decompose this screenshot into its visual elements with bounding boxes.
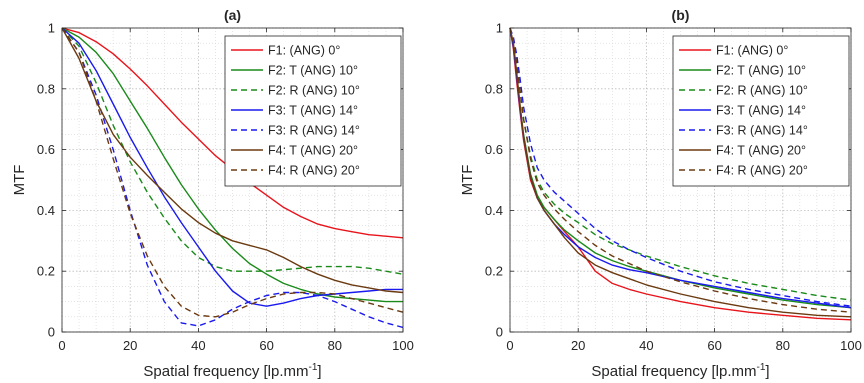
legend-entry: F4: T (ANG) 20°	[268, 144, 358, 158]
y-tick-label: 0.6	[485, 142, 503, 157]
y-tick-label: 0	[496, 325, 503, 340]
legend: F1: (ANG) 0° F2: T (ANG) 10° F2: R (ANG) 1…	[224, 35, 402, 187]
series-line-4	[61, 27, 403, 307]
legend-box	[224, 35, 402, 187]
legend-entry: F2: T (ANG) 10°	[268, 64, 358, 78]
y-tick-label: 0.4	[37, 203, 55, 218]
y-tick-label: 0.8	[37, 81, 55, 96]
y-tick-label: 0.2	[485, 264, 503, 279]
y-axis-title: MTF	[459, 165, 476, 196]
x-tick-label: 0	[58, 338, 65, 353]
x-tick-label: 80	[328, 338, 342, 353]
x-tick-label: 20	[123, 338, 137, 353]
x-tick-label: 100	[840, 338, 862, 353]
legend-entry: F2: R (ANG) 10°	[716, 84, 808, 98]
axes-frame	[61, 27, 404, 333]
series-line-5	[509, 27, 852, 307]
x-tick-label: 100	[392, 338, 414, 353]
series-line-5	[61, 27, 404, 329]
y-tick-label: 0.8	[485, 81, 503, 96]
series-line-7	[61, 27, 404, 318]
series-line-6	[61, 27, 404, 294]
x-tick-label: 80	[776, 338, 790, 353]
x-tick-label: 40	[191, 338, 205, 353]
axes-frame	[509, 27, 852, 333]
legend-entry: F4: R (ANG) 20°	[268, 164, 360, 178]
x-tick-label: 20	[571, 338, 585, 353]
x-tick-label: 60	[707, 338, 721, 353]
y-axis-title: MTF	[11, 165, 28, 196]
legend-entry: F4: T (ANG) 20°	[716, 144, 806, 158]
legend-entry: F3: R (ANG) 14°	[716, 124, 808, 138]
chart-panel-2: 0 20 40 60 80 100 0 0.2 0.4 0.6 0.8 1 (b) Spatial fre…	[459, 7, 862, 380]
legend: F1: (ANG) 0° F2: T (ANG) 10° F2: R (ANG) 1…	[672, 35, 850, 187]
y-tick-label: 1	[48, 21, 55, 36]
series-line-7	[509, 27, 852, 313]
legend-entry: F4: R (ANG) 20°	[716, 164, 808, 178]
legend-entry: F3: T (ANG) 14°	[716, 104, 806, 118]
y-tick-label: 0.2	[37, 264, 55, 279]
legend-entry: F2: T (ANG) 10°	[716, 64, 806, 78]
y-tick-label: 0	[48, 325, 55, 340]
y-tick-label: 0.6	[37, 142, 55, 157]
series-line-3	[61, 27, 404, 275]
legend-entry: F1: (ANG) 0°	[268, 44, 340, 58]
x-tick-label: 60	[259, 338, 273, 353]
series-line-6	[509, 27, 852, 318]
legend-entry: F1: (ANG) 0°	[716, 44, 788, 58]
legend-box	[672, 35, 850, 187]
y-tick-label: 1	[496, 21, 503, 36]
x-axis-title: Spatial frequency [lp.mm-1]	[143, 362, 321, 380]
x-tick-label: 40	[639, 338, 653, 353]
y-tick-label: 0.4	[485, 203, 503, 218]
legend-entry: F3: R (ANG) 14°	[268, 124, 360, 138]
panel-title: (a)	[224, 7, 241, 23]
series-line-2	[61, 27, 403, 303]
panel-title: (b)	[672, 7, 690, 23]
legend-entry: F3: T (ANG) 14°	[268, 104, 358, 118]
x-axis-title: Spatial frequency [lp.mm-1]	[591, 362, 769, 380]
legend-entry: F2: R (ANG) 10°	[268, 84, 360, 98]
chart-panel-1: 0 20 40 60 80 100 0 0.2 0.4 0.6 0.8 1 (a) Spatial fre…	[11, 7, 414, 380]
x-tick-label: 0	[506, 338, 513, 353]
